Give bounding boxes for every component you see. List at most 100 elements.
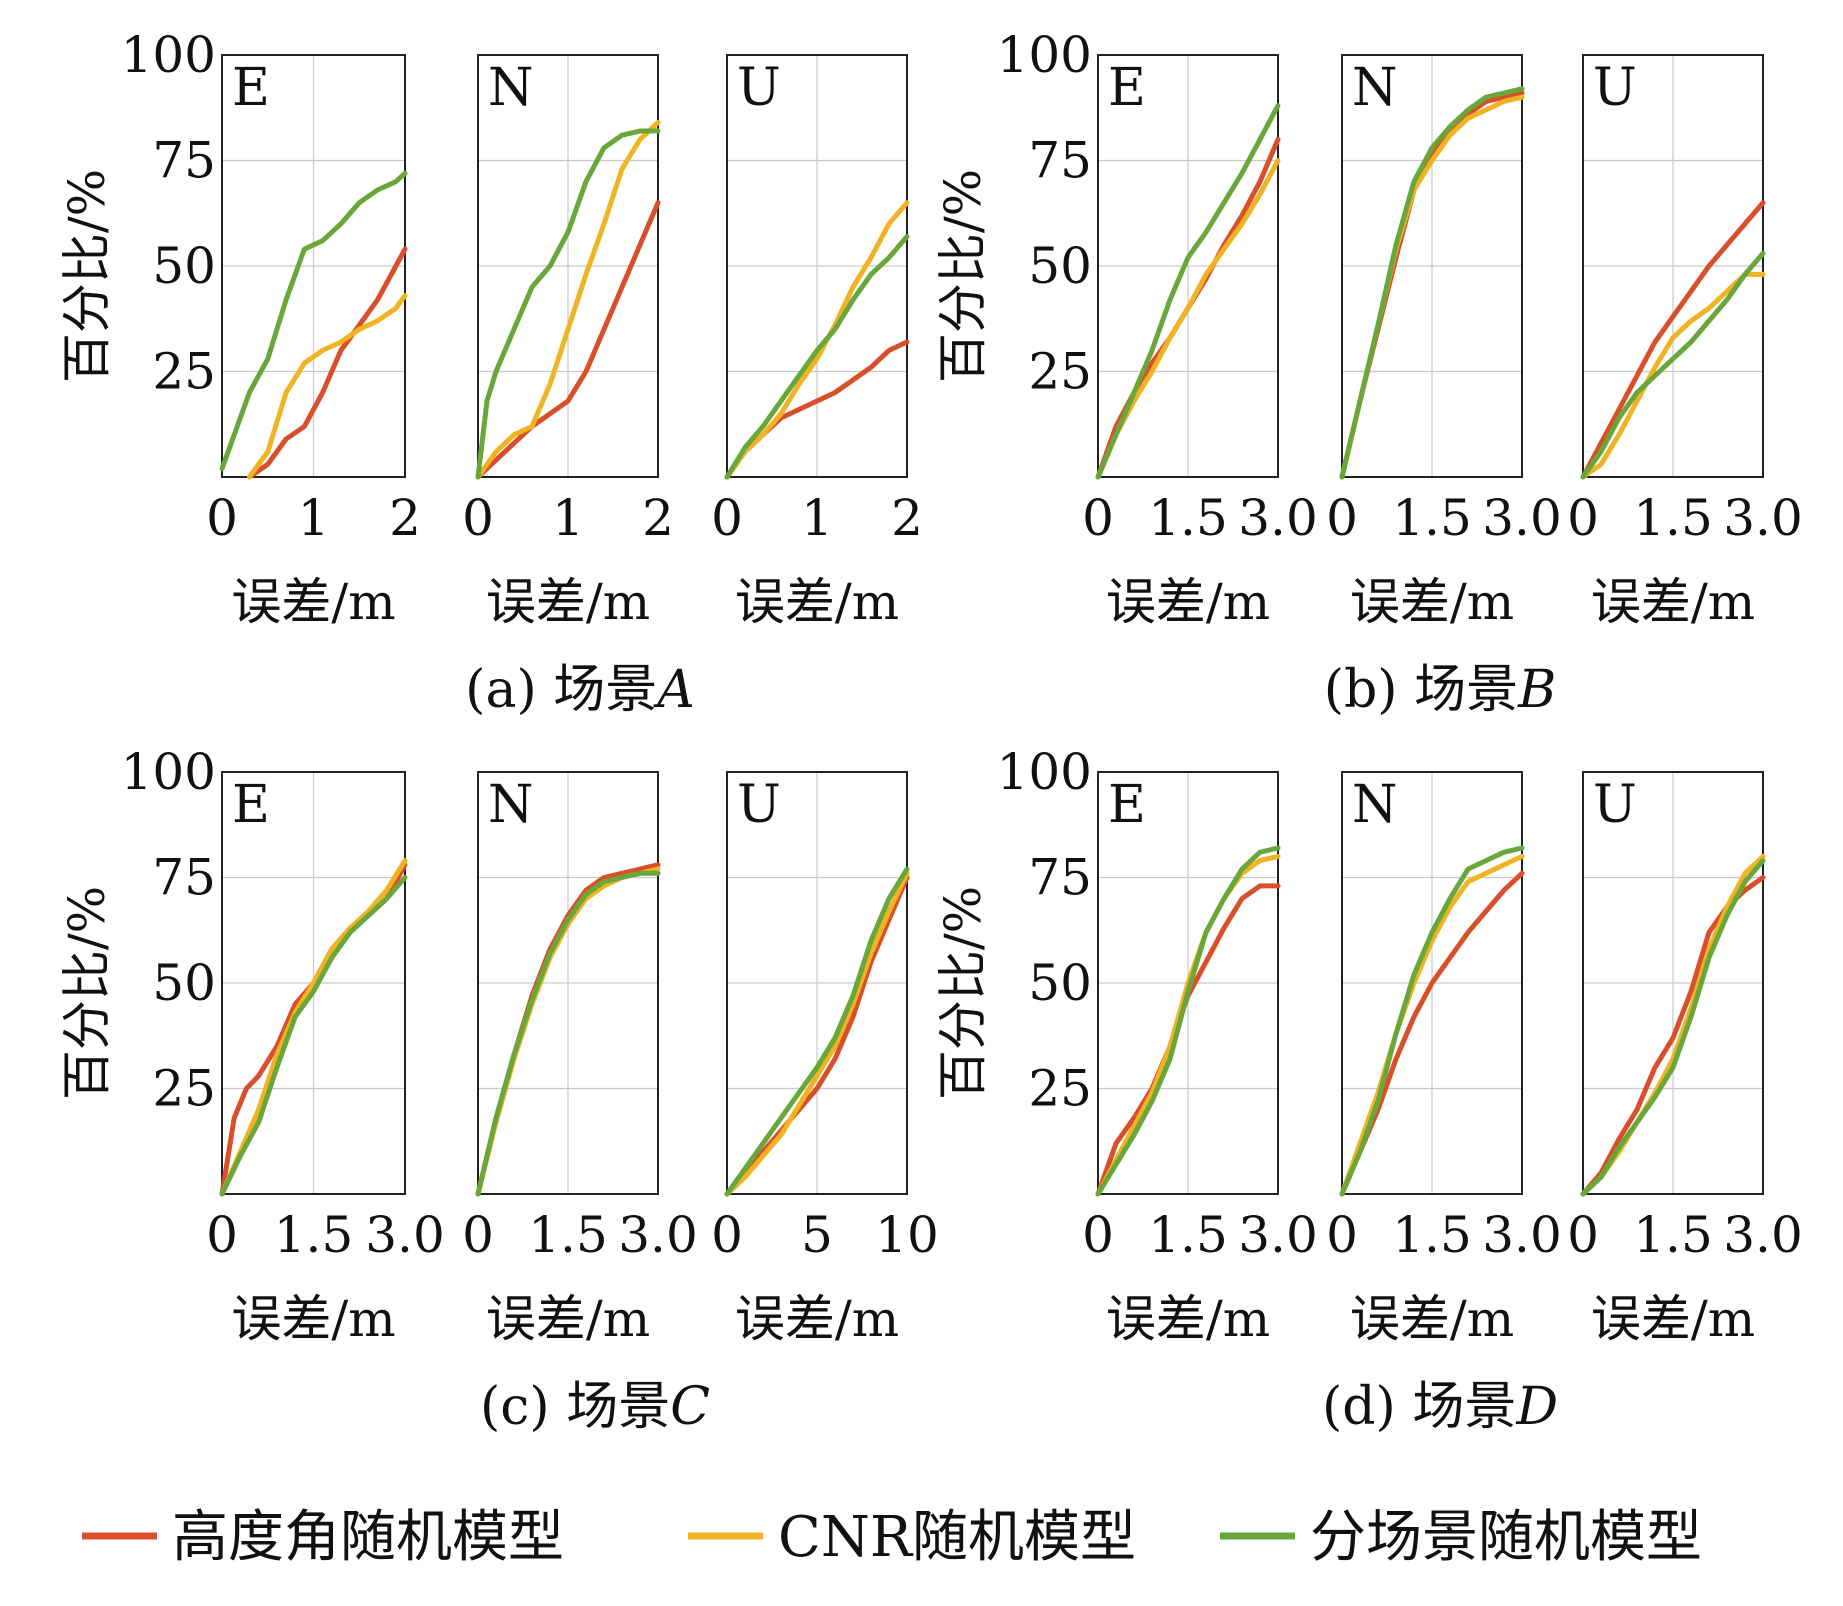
plot-frame: [1582, 771, 1764, 1195]
x-axis-label: 误差/m: [486, 573, 650, 631]
x-tick-label: 1.5: [1148, 1206, 1228, 1264]
x-tick-label: 2: [389, 489, 421, 547]
plot-frame: [1341, 771, 1523, 1195]
x-tick-label: 0: [1082, 1206, 1114, 1264]
y-tick-label: 75: [152, 849, 216, 907]
x-tick-label: 0: [1567, 1206, 1599, 1264]
panel-2-u: U 0 1.5 3.0 误差/m: [1567, 54, 1803, 631]
panel-label: U: [1593, 775, 1637, 835]
x-axis-label: 误差/m: [735, 573, 899, 631]
x-axis-label: 误差/m: [1591, 573, 1755, 631]
y-tick-label: 100: [121, 26, 216, 84]
series-line: [1339, 86, 1525, 480]
group-caption: (b) 场景B: [1324, 660, 1557, 720]
plot-frame: [221, 54, 406, 478]
panel-4-n: N 0 1.5 3.0 误差/m: [1326, 771, 1562, 1348]
plot-frame: [726, 54, 908, 478]
series-line: [475, 120, 661, 480]
y-tick-label: 100: [997, 26, 1092, 84]
panel-label: N: [1352, 58, 1398, 118]
y-axis-label: 百分比/%: [934, 169, 992, 383]
series-line: [246, 293, 408, 480]
panel-4-u: U 0 1.5 3.0 误差/m: [1567, 771, 1803, 1348]
series-line: [1095, 103, 1281, 480]
plot-frame: [477, 54, 659, 478]
y-tick-label: 25: [152, 1060, 216, 1118]
x-tick-label: 0: [462, 1206, 494, 1264]
group-caption: (d) 场景D: [1322, 1377, 1558, 1437]
legend-item: CNR随机模型: [688, 1505, 1136, 1570]
x-tick-label: 1.5: [528, 1206, 608, 1264]
x-tick-label: 0: [206, 489, 238, 547]
y-axis-label: 百分比/%: [934, 886, 992, 1100]
x-tick-label: 1: [298, 489, 330, 547]
x-axis-label: 误差/m: [1106, 573, 1270, 631]
x-tick-label: 1.5: [1392, 489, 1472, 547]
plot-frame: [726, 771, 908, 1195]
x-tick-label: 1.5: [1633, 1206, 1713, 1264]
series-line: [219, 875, 408, 1197]
panel-2-n: N 0 1.5 3.0 误差/m: [1326, 54, 1562, 631]
panel-1-n: N 0 1 2 误差/m: [462, 54, 674, 631]
x-tick-label: 3.0: [1482, 1206, 1562, 1264]
x-axis-label: 误差/m: [231, 573, 395, 631]
x-tick-label: 0: [206, 1206, 238, 1264]
series-line: [724, 866, 910, 1197]
panel-3-e: E 25 50 75 100 百分比/% 0 1.5 3.0 误差/m: [58, 743, 445, 1348]
series-line: [1095, 845, 1281, 1197]
legend-item: 分场景随机模型: [1220, 1505, 1702, 1570]
x-tick-label: 1.5: [1633, 489, 1713, 547]
x-axis-label: 误差/m: [231, 1290, 395, 1348]
panel-3-n: N 0 1.5 3.0 误差/m: [462, 771, 698, 1348]
x-axis-label: 误差/m: [735, 1290, 899, 1348]
plot-frame: [1097, 771, 1279, 1195]
panel-3-u: U 0 5 10 误差/m: [711, 771, 939, 1348]
y-tick-label: 100: [121, 743, 216, 801]
x-tick-label: 3.0: [1238, 1206, 1318, 1264]
x-tick-label: 3.0: [365, 1206, 445, 1264]
group-caption: (a) 场景A: [465, 660, 695, 720]
legend-label: 分场景随机模型: [1310, 1505, 1702, 1570]
x-tick-label: 3.0: [1723, 489, 1803, 547]
panel-1-e: E 25 50 75 100 百分比/% 0 1 2 误差/m: [58, 26, 421, 631]
series-line: [1580, 250, 1766, 480]
y-tick-label: 100: [997, 743, 1092, 801]
legend: 高度角随机模型 CNR随机模型 分场景随机模型: [82, 1505, 1702, 1570]
series-line: [219, 858, 408, 1197]
series-line: [1580, 200, 1766, 480]
x-tick-label: 1: [801, 489, 833, 547]
x-tick-label: 2: [891, 489, 923, 547]
legend-item: 高度角随机模型: [82, 1505, 564, 1570]
series-line: [724, 875, 910, 1197]
panel-label: N: [488, 775, 534, 835]
x-tick-label: 0: [1326, 489, 1358, 547]
x-axis-label: 误差/m: [1591, 1290, 1755, 1348]
plot-frame: [477, 771, 659, 1195]
group-captions: (a) 场景A (b) 场景B (c) 场景C (d) 场景D: [465, 660, 1558, 1437]
legend-label: 高度角随机模型: [172, 1505, 564, 1570]
series-line: [246, 246, 408, 480]
panel-label: E: [232, 775, 270, 835]
x-axis-label: 误差/m: [1106, 1290, 1270, 1348]
x-axis-label: 误差/m: [1350, 1290, 1514, 1348]
x-tick-label: 10: [875, 1206, 939, 1264]
y-tick-label: 25: [152, 343, 216, 401]
x-tick-label: 1.5: [1392, 1206, 1472, 1264]
panel-label: N: [488, 58, 534, 118]
x-tick-label: 1.5: [274, 1206, 354, 1264]
y-axis-label: 百分比/%: [58, 886, 116, 1100]
x-tick-label: 5: [801, 1206, 833, 1264]
panel-label: E: [1108, 775, 1146, 835]
plot-frame: [1097, 54, 1279, 478]
y-tick-label: 50: [152, 954, 216, 1012]
plot-frame: [1582, 54, 1764, 478]
x-tick-label: 2: [642, 489, 674, 547]
x-tick-label: 0: [1082, 489, 1114, 547]
y-tick-label: 50: [1028, 954, 1092, 1012]
series-line: [475, 128, 661, 480]
y-tick-label: 75: [152, 132, 216, 190]
series-line: [724, 870, 910, 1197]
series-line: [1580, 271, 1766, 480]
